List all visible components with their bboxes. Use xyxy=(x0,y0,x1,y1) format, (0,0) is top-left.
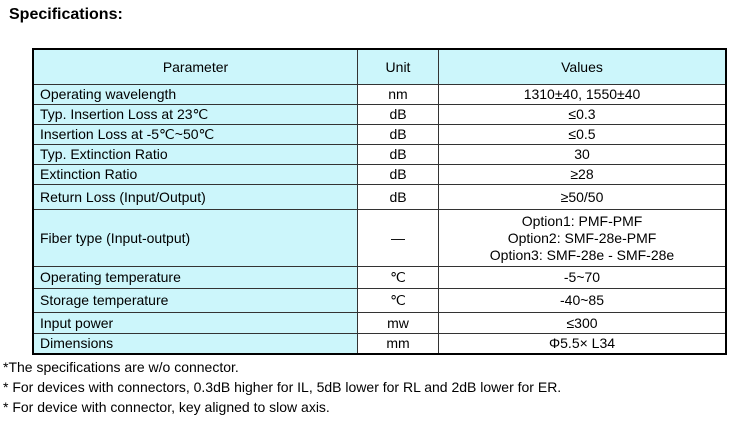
footnote: *The specifications are w/o connector. xyxy=(3,359,239,375)
value-line: Option2: SMF-28e-PMF xyxy=(507,229,657,246)
header-unit: Unit xyxy=(357,48,439,85)
table-row: Typ. Insertion Loss at 23℃ dB ≤0.3 xyxy=(32,104,727,125)
value-line: 1310±40, 1550±40 xyxy=(523,86,641,102)
value-line: ≥28 xyxy=(570,166,594,182)
parameter-cell: Typ. Extinction Ratio xyxy=(32,144,358,165)
section-title: Specifications: xyxy=(9,6,123,23)
table-row: Input power mw ≤300 xyxy=(32,312,727,334)
values-cell: Option1: PMF-PMF Option2: SMF-28e-PMF Opti… xyxy=(438,209,727,267)
value-line: ≤0.3 xyxy=(568,106,596,122)
parameter-cell: Storage temperature xyxy=(32,288,358,313)
values-cell: ≥28 xyxy=(438,164,727,185)
values-cell: Φ5.5× L34 xyxy=(438,333,727,354)
values-cell: ≥50/50 xyxy=(438,184,727,210)
unit-cell: nm xyxy=(357,84,439,105)
values-cell: ≤300 xyxy=(438,312,727,334)
footnote: * For device with connector, key aligned… xyxy=(3,399,330,415)
parameter-cell: Operating wavelength xyxy=(32,84,358,105)
values-cell: -5~70 xyxy=(438,266,727,289)
unit-cell: mm xyxy=(357,333,439,354)
header-values: Values xyxy=(438,48,727,85)
unit-cell: dB xyxy=(357,124,439,145)
parameter-cell: Return Loss (Input/Output) xyxy=(32,184,358,210)
value-line: -5~70 xyxy=(563,269,601,285)
unit-cell: ℃ xyxy=(357,288,439,313)
table-row: Insertion Loss at -5℃~50℃ dB ≤0.5 xyxy=(32,124,727,145)
unit-cell: dB xyxy=(357,144,439,165)
table-row: Dimensions mm Φ5.5× L34 xyxy=(32,333,727,354)
parameter-cell: Extinction Ratio xyxy=(32,164,358,185)
table-row: Extinction Ratio dB ≥28 xyxy=(32,164,727,185)
values-cell: ≤0.5 xyxy=(438,124,727,145)
table-row: Return Loss (Input/Output) dB ≥50/50 xyxy=(32,184,727,210)
specifications-table: Parameter Unit Values Operating waveleng… xyxy=(32,48,727,355)
parameter-cell: Typ. Insertion Loss at 23℃ xyxy=(32,104,358,125)
parameter-cell: Input power xyxy=(32,312,358,334)
footnote: * For devices with connectors, 0.3dB hig… xyxy=(3,379,562,395)
value-line: Option3: SMF-28e - SMF-28e xyxy=(489,246,675,263)
value-line: ≥50/50 xyxy=(560,188,604,205)
table-row: Storage temperature ℃ -40~85 xyxy=(32,288,727,313)
parameter-cell: Fiber type (Input-output) xyxy=(32,209,358,267)
value-line: 30 xyxy=(574,146,590,162)
values-cell: -40~85 xyxy=(438,288,727,313)
unit-cell: — xyxy=(357,209,439,267)
value-line: Option1: PMF-PMF xyxy=(521,212,643,229)
unit-cell: dB xyxy=(357,184,439,210)
parameter-cell: Dimensions xyxy=(32,333,358,354)
table-row: Fiber type (Input-output) — Option1: PMF-P… xyxy=(32,209,727,267)
value-line: ≤300 xyxy=(566,314,598,331)
table-row: Operating temperature ℃ -5~70 xyxy=(32,266,727,289)
unit-cell: ℃ xyxy=(357,266,439,289)
values-cell: ≤0.3 xyxy=(438,104,727,125)
values-cell: 1310±40, 1550±40 xyxy=(438,84,727,105)
unit-cell: dB xyxy=(357,104,439,125)
unit-cell: dB xyxy=(357,164,439,185)
header-parameter: Parameter xyxy=(32,48,358,85)
table-header-row: Parameter Unit Values xyxy=(32,48,727,85)
values-cell: 30 xyxy=(438,144,727,165)
unit-cell: mw xyxy=(357,312,439,334)
table-row: Typ. Extinction Ratio dB 30 xyxy=(32,144,727,165)
footnotes: *The specifications are w/o connector. *… xyxy=(3,357,561,417)
parameter-cell: Operating temperature xyxy=(32,266,358,289)
value-line: Φ5.5× L34 xyxy=(548,334,616,351)
value-line: -40~85 xyxy=(560,292,604,308)
table-row: Operating wavelength nm 1310±40, 1550±40 xyxy=(32,84,727,105)
parameter-cell: Insertion Loss at -5℃~50℃ xyxy=(32,124,358,145)
value-line: ≤0.5 xyxy=(568,126,596,142)
